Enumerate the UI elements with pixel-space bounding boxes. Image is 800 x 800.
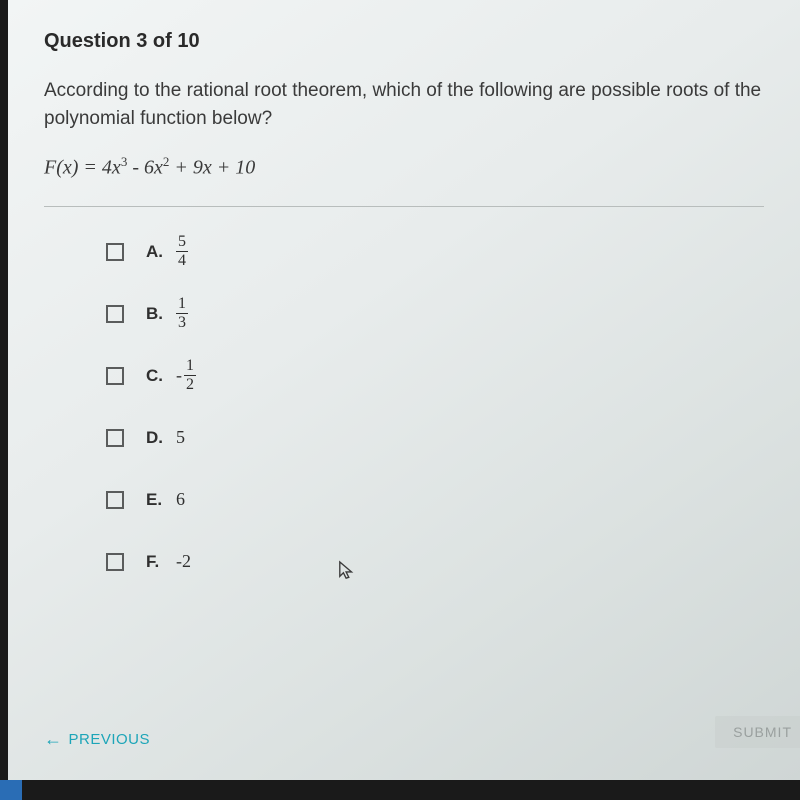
option-label: E. [146, 490, 166, 510]
question-prompt: According to the rational root theorem, … [44, 77, 764, 132]
option-b[interactable]: B. 1 3 [106, 297, 764, 331]
question-number-header: Question 3 of 10 [44, 30, 764, 53]
option-label: C. [146, 366, 166, 386]
quiz-screen: Question 3 of 10 According to the ration… [8, 0, 800, 780]
taskbar-fragment [0, 780, 22, 800]
previous-label: PREVIOUS [69, 731, 151, 748]
previous-button[interactable]: ← PREVIOUS [44, 729, 150, 750]
option-a[interactable]: A. 5 4 [106, 235, 764, 269]
checkbox-c[interactable] [106, 367, 124, 385]
option-label: A. [146, 242, 166, 262]
fraction-c: 1 2 [184, 358, 196, 393]
polynomial-formula: F(x) = 4x3 - 6x2 + 9x + 10 [44, 154, 764, 180]
formula-lhs: F(x) [44, 157, 78, 179]
option-d[interactable]: D. 5 [106, 421, 764, 455]
option-value: 5 4 [176, 234, 188, 269]
option-c[interactable]: C. - 1 2 [106, 359, 764, 393]
divider [44, 206, 764, 207]
option-value: 5 [176, 427, 185, 448]
fraction-b: 1 3 [176, 296, 188, 331]
arrow-left-icon: ← [44, 729, 63, 750]
checkbox-f[interactable] [106, 553, 124, 571]
checkbox-e[interactable] [106, 491, 124, 509]
option-value: - 1 2 [176, 358, 196, 393]
checkbox-d[interactable] [106, 429, 124, 447]
option-label: F. [146, 552, 166, 572]
option-value: 6 [176, 489, 185, 510]
fraction-a: 5 4 [176, 234, 188, 269]
checkbox-b[interactable] [106, 305, 124, 323]
option-label: B. [146, 304, 166, 324]
option-f[interactable]: F. -2 [106, 545, 764, 579]
answer-options: A. 5 4 B. 1 3 C. - [44, 235, 764, 579]
option-value: 1 3 [176, 296, 188, 331]
option-value: -2 [176, 551, 191, 572]
option-e[interactable]: E. 6 [106, 483, 764, 517]
checkbox-a[interactable] [106, 243, 124, 261]
footer-nav: ← PREVIOUS [44, 729, 764, 750]
option-label: D. [146, 428, 166, 448]
